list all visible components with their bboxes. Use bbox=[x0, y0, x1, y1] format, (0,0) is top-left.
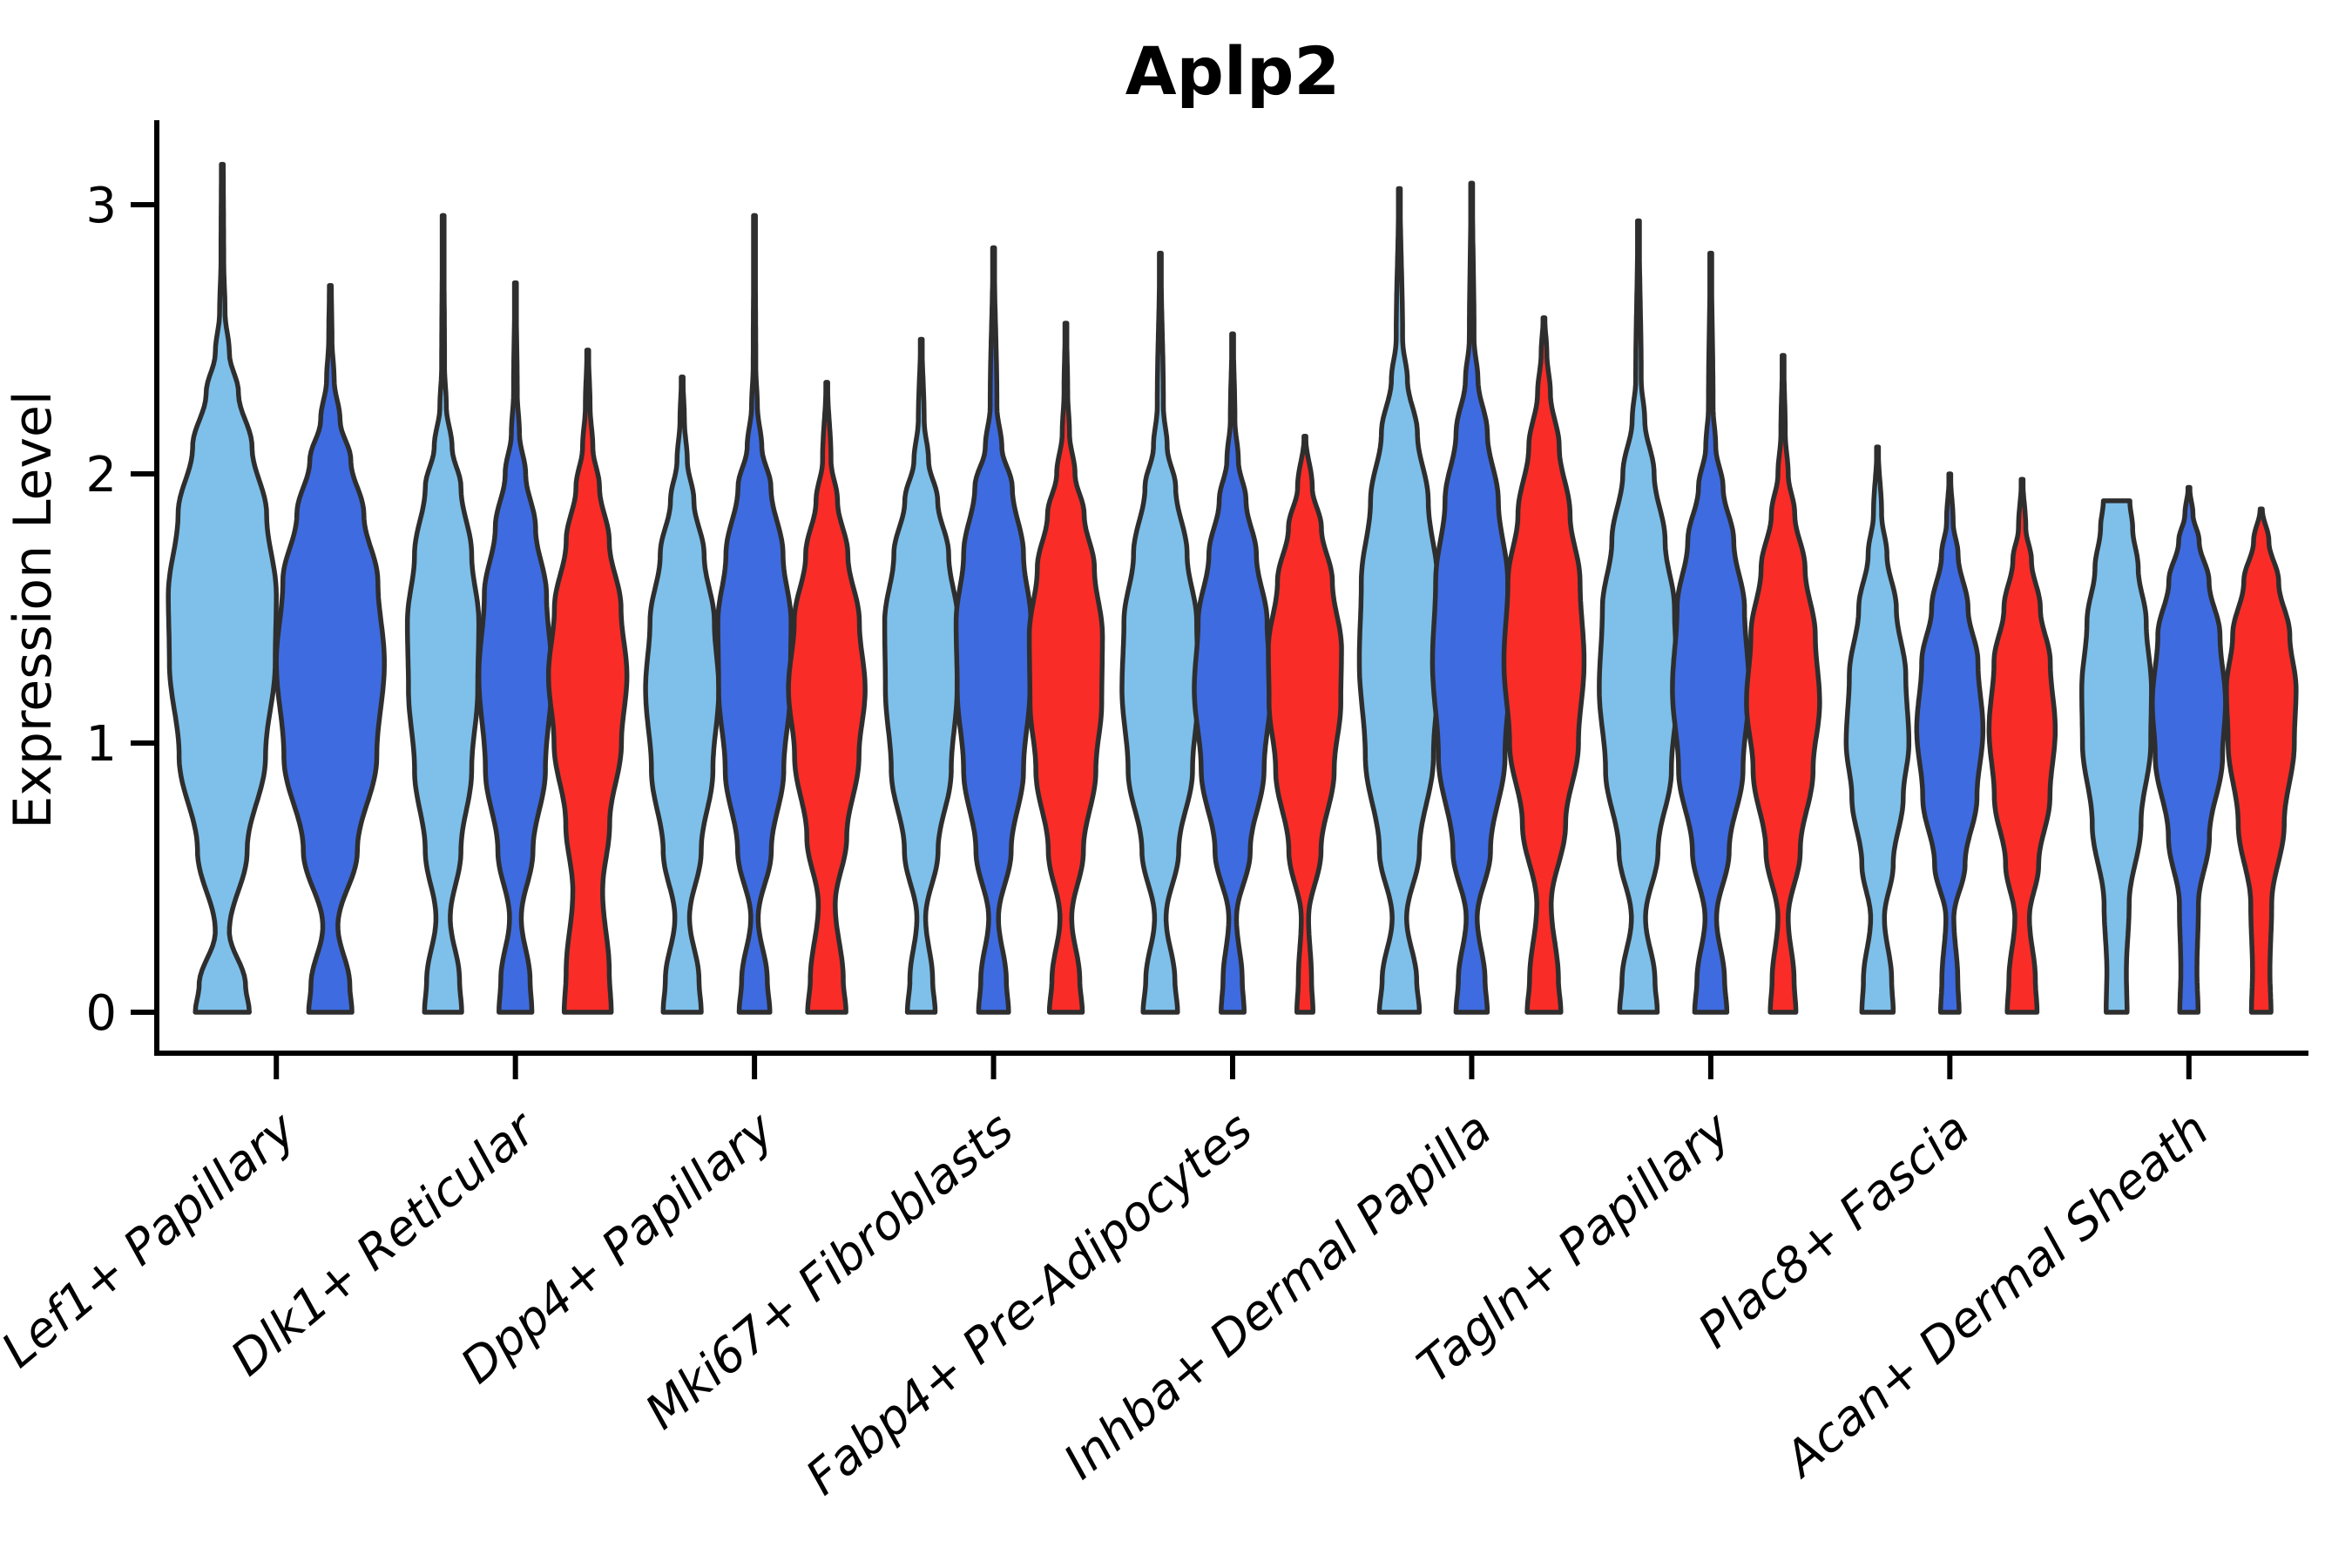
y-axis-label: Expression Level bbox=[3, 390, 64, 828]
violin-dlk1-royalblue bbox=[476, 280, 555, 1015]
violin-plac8-royalblue bbox=[1914, 471, 1986, 1015]
violin-dpp4-royalblue bbox=[715, 213, 794, 1015]
violin-inhba-red bbox=[1501, 315, 1587, 1015]
violin-lef1-skyblue bbox=[166, 161, 279, 1015]
violin-fabp4-royalblue bbox=[1192, 331, 1274, 1015]
violin-dlk1-red bbox=[545, 348, 630, 1015]
violin-fabp4-skyblue bbox=[1119, 250, 1201, 1015]
violin-mki67-skyblue bbox=[882, 336, 961, 1015]
y-tick-label: 0 bbox=[85, 985, 117, 1042]
violins-layer bbox=[166, 161, 2299, 1015]
axis-spines bbox=[154, 120, 2308, 1056]
y-tick-label: 2 bbox=[85, 447, 117, 504]
violin-dlk1-skyblue bbox=[404, 213, 482, 1015]
x-tick-label-4: Fabp4+ Pre-Adipocytes bbox=[795, 1101, 1262, 1506]
chart-title: Aplp2 bbox=[1125, 32, 1341, 110]
violin-plac8-red bbox=[1986, 476, 2058, 1015]
violin-lef1-royalblue bbox=[274, 282, 387, 1015]
violin-acan-royalblue bbox=[2150, 484, 2228, 1015]
violin-tagln-skyblue bbox=[1597, 218, 1680, 1015]
y-tick-label: 3 bbox=[85, 178, 117, 234]
violin-inhba-skyblue bbox=[1356, 186, 1443, 1015]
violin-fabp4-red bbox=[1266, 433, 1344, 1015]
violin-mki67-royalblue bbox=[953, 245, 1034, 1015]
violin-acan-red bbox=[2224, 506, 2299, 1015]
violin-inhba-royalblue bbox=[1429, 180, 1514, 1015]
x-tick-label-5: Inhba+ Dermal Papilla bbox=[1053, 1101, 1502, 1490]
violin-plac8-skyblue bbox=[1843, 444, 1912, 1015]
violin-tagln-red bbox=[1744, 353, 1822, 1015]
y-tick-label: 1 bbox=[85, 716, 117, 773]
violin-tagln-royalblue bbox=[1670, 250, 1752, 1015]
violin-acan-skyblue bbox=[2079, 498, 2154, 1015]
violin-mki67-red bbox=[1026, 321, 1105, 1015]
violin-dpp4-skyblue bbox=[643, 375, 721, 1015]
x-tick-label-8: Acan+ Dermal Sheath bbox=[1772, 1101, 2219, 1489]
violin-dpp4-red bbox=[786, 380, 868, 1015]
